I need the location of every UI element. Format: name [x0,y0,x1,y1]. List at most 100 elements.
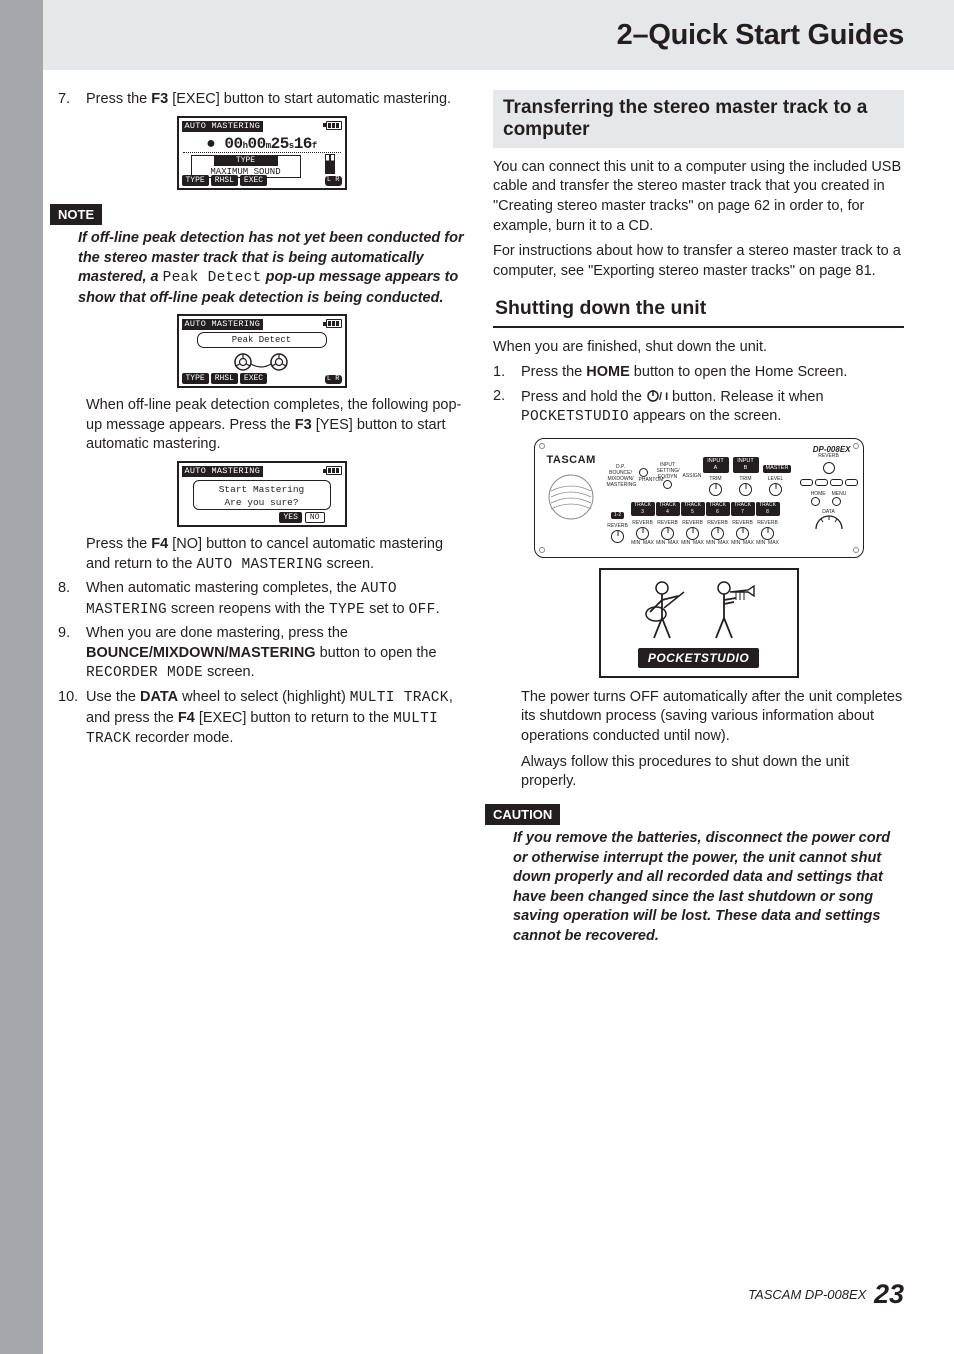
text: Use the [86,689,140,705]
track-6: TRACK 6REVERBMIN MAX [706,500,730,546]
track-8: TRACK 8REVERBMIN MAX [756,500,780,546]
fkey-rhsl: RHSL [211,373,238,384]
text: Press the [86,91,151,107]
lcd-title: AUTO MASTERING [182,466,264,477]
hh: 00 [224,135,242,153]
step-10: 10. Use the DATA wheel to select (highli… [58,688,465,750]
label: MIN MAX [656,540,680,546]
bold: BOUNCE/MIXDOWN/MASTERING [86,645,316,661]
mono-text: TYPE [329,602,365,618]
bold: DATA [140,689,178,705]
data-wheel: DATA [814,509,844,538]
mono-text: AUTO MASTERING [196,557,322,573]
label: MIN MAX [731,540,755,546]
mono-text: RECORDER MODE [86,665,203,681]
pill-icon [800,479,813,486]
lcd-title: AUTO MASTERING [182,319,264,330]
track-3: TRACK 3REVERBMIN MAX [631,500,655,546]
key-f3: F3 [295,417,312,433]
text: Press the [86,536,151,552]
bold: HOME [586,364,630,380]
knob-icon [769,483,782,496]
step-body: When you are done mastering, press the B… [86,624,465,684]
fkey-yes: YES [279,512,301,523]
knob-icon [711,527,724,540]
svg-text:/ I: / I [659,391,668,403]
ff: 16 [294,135,312,153]
unit-f: f [312,140,317,152]
device-top-row: D.P. BOUNCE/ MIXDOWN/ MASTERING PHANTOM … [607,459,803,493]
label-group: INPUT SETTING/ EQ/DYN [657,462,679,489]
battery-icon [326,319,342,328]
page-number: 23 [874,1279,904,1309]
track-badge: TRACK 3 [631,502,655,517]
guitarist-icon [640,578,694,642]
track-knob-row: TRACK 3REVERBMIN MAXTRACK 4REVERB MIN MAX… [631,500,780,546]
knob-icon [611,530,624,543]
circle-button [811,497,820,506]
circle-button [639,468,648,477]
text: [EXEC] button to start automatic masteri… [168,91,451,107]
battery-icon [326,121,342,130]
track-badge: TRACK 6 [706,502,730,517]
fkey-exec: EXEC [240,175,267,186]
lcd-popup: Start Mastering Are you sure? [193,480,331,510]
device-bottom-row: 1-2 REVERB TRACK 3REVERBMIN MAXTRACK 4RE… [607,503,803,543]
track-badge: TRACK 4 [656,502,680,517]
step-7: 7. Press the F3 [EXEC] button to start a… [58,90,465,110]
label: MIN MAX [706,540,730,546]
paragraph: The power turns OFF automatically after … [493,688,904,747]
key-f4: F4 [151,536,168,552]
popup-line-1: Start Mastering [194,483,330,496]
text: [EXEC] button to return to the [195,710,393,726]
footer-brand: TASCAM DP-008EX [748,1287,866,1302]
label-group: PHANTOM [639,468,653,483]
text: screen reopens with the [167,601,329,617]
text: screen. [203,664,255,680]
label: BOUNCE/ MIXDOWN/ MASTERING [607,470,635,488]
fkey-type: TYPE [182,373,209,384]
bold: F4 [178,710,195,726]
label: TRIM [733,476,759,482]
label: PHANTOM [639,477,653,483]
fkey-exec: EXEC [240,373,267,384]
device-brand: TASCAM [547,453,596,468]
badge: INPUT A [703,457,729,473]
home-menu-row: HOME MENU [811,491,847,506]
step-num: 8. [58,579,86,620]
header-bar: 2–Quick Start Guides [43,0,954,70]
label: MENU [832,491,847,497]
fkey-rhsl: RHSL [211,175,238,186]
screw-icon [539,547,545,553]
label-group: ASSIGN [683,473,699,479]
knob-icon [739,483,752,496]
text: When automatic mastering completes, the [86,580,361,596]
track-badge: TRACK 7 [731,502,755,517]
knob-icon [761,527,774,540]
fkey-no: NO [305,512,325,523]
speaker-icon [547,473,595,521]
label: REVERB [607,523,629,529]
step-2: 2. Press and hold the / I button. Releas… [493,387,904,428]
text: wheel to select (highlight) [178,689,350,705]
text: screen. [322,556,374,572]
step-body: Press the F3 [EXEC] button to start auto… [86,90,465,110]
label: MIN MAX [756,540,780,546]
divider-dotted [183,152,341,153]
badge: INPUT B [733,457,759,473]
lcd-fkeys: TYPE RHSL EXEC [182,373,268,384]
circle-button [663,480,672,489]
label: ASSIGN [683,473,699,479]
section-heading-shutdown: Shutting down the unit [493,295,904,327]
track-1-2: 1-2 REVERB [607,503,629,543]
label: HOME [811,491,826,497]
section-heading-transfer: Transferring the stereo master track to … [493,90,904,148]
label: REVERB [681,520,705,526]
mono-text: MULTI TRACK [350,690,449,706]
knob-input-b: INPUT B TRIM [733,456,759,496]
step-num: 9. [58,624,86,684]
rec-row [800,477,858,488]
ctrl-group: HOME [811,491,826,506]
track-5: TRACK 5REVERBMIN MAX [681,500,705,546]
knob-icon [686,527,699,540]
